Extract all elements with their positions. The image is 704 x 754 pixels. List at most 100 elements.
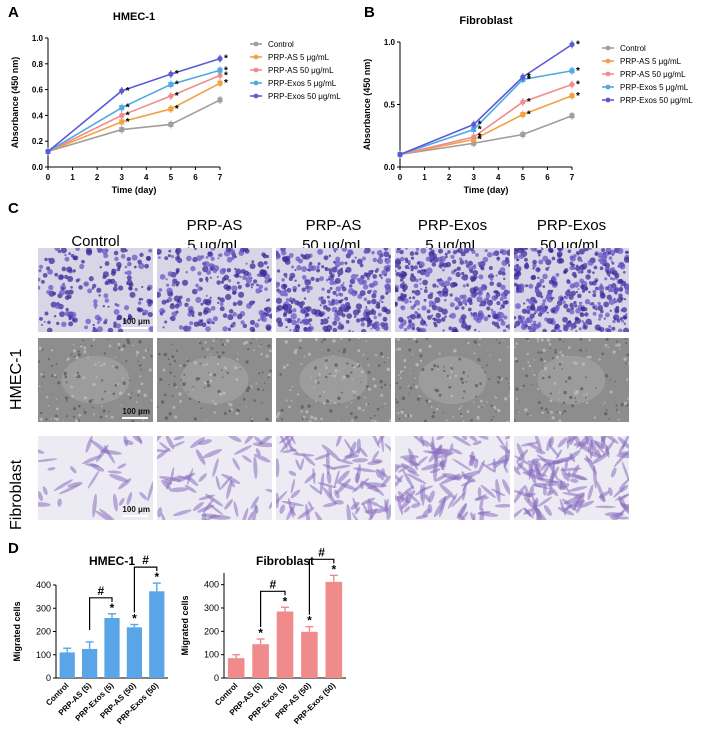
- cell-shape: [276, 297, 282, 304]
- cell-shape: [228, 309, 234, 314]
- cell-shape: [415, 514, 429, 520]
- micrograph-speck: [55, 407, 59, 411]
- cell-shape: [419, 282, 422, 285]
- micrograph-speck: [78, 404, 81, 408]
- cell-shape: [61, 321, 67, 328]
- cell-shape: [429, 248, 433, 251]
- micrograph-speck: [64, 375, 68, 379]
- cell-shape: [268, 313, 272, 319]
- micrograph-speck: [178, 392, 182, 396]
- cell-shape: [465, 264, 470, 268]
- cell-shape: [566, 279, 571, 284]
- cell-shape: [449, 293, 453, 297]
- cell-shape: [424, 286, 428, 289]
- cell-shape: [301, 318, 309, 325]
- micrograph-speck: [494, 408, 497, 411]
- cell-shape: [552, 275, 556, 279]
- cell-shape: [421, 318, 424, 321]
- chart-title: Fibroblast: [459, 15, 513, 27]
- x-tick-label: 7: [218, 173, 223, 182]
- micrograph-speck: [607, 346, 610, 349]
- cell-shape: [227, 314, 234, 321]
- micrograph-speck: [626, 378, 629, 381]
- cell-shape: [316, 265, 320, 269]
- cell-shape: [224, 499, 233, 510]
- micrograph-speck: [208, 372, 213, 377]
- cell-shape: [210, 256, 215, 261]
- micrograph-speck: [43, 371, 45, 373]
- micrograph-speck: [144, 349, 148, 352]
- cell-shape: [619, 317, 623, 321]
- cell-shape: [257, 261, 264, 268]
- cell-shape: [79, 263, 85, 270]
- cell-shape: [614, 289, 618, 293]
- x-tick-label: 3: [471, 173, 476, 182]
- cell-shape: [300, 301, 305, 306]
- cell-shape: [525, 284, 529, 288]
- cell-shape: [414, 311, 418, 315]
- micrograph-speck: [604, 374, 609, 378]
- cell-shape: [126, 275, 132, 281]
- cell-shape: [131, 254, 138, 261]
- comparison-symbol: #: [318, 545, 325, 559]
- cell-shape: [584, 312, 589, 317]
- scale-bar-label: 100 μm: [122, 317, 150, 326]
- cell-shape: [408, 322, 412, 327]
- cell-shape: [346, 504, 352, 520]
- micrograph-speck: [338, 403, 340, 405]
- cell-shape: [557, 253, 562, 258]
- cell-shape: [400, 270, 407, 277]
- cell-shape: [614, 299, 618, 304]
- cell-shape: [624, 288, 629, 295]
- cell-shape: [402, 470, 415, 490]
- micrograph-speck: [356, 362, 360, 366]
- micrograph-speck: [366, 357, 369, 360]
- micrograph-speck: [72, 349, 77, 353]
- micrograph-speck: [554, 351, 557, 354]
- y-tick-label: 0.4: [32, 111, 44, 120]
- micrograph-speck: [317, 377, 319, 379]
- micrograph-image: [514, 436, 629, 520]
- cell-shape: [265, 324, 272, 331]
- micrograph-speck: [615, 408, 618, 411]
- micrograph-speck: [111, 365, 114, 368]
- cell-shape: [409, 251, 415, 256]
- cell-shape: [508, 263, 510, 267]
- micrograph-speck: [150, 354, 153, 358]
- cell-shape: [292, 288, 297, 293]
- micrograph-speck: [245, 406, 248, 408]
- cell-shape: [555, 272, 560, 277]
- cell-shape: [399, 249, 404, 255]
- micrograph-speck: [39, 417, 43, 422]
- cell-shape: [332, 327, 338, 332]
- micrograph-speck: [267, 344, 271, 348]
- micrograph-image: [38, 248, 153, 332]
- cell-shape: [579, 500, 595, 508]
- chart-title: HMEC-1: [89, 554, 135, 568]
- cell-shape: [38, 449, 45, 454]
- cell-shape: [547, 266, 550, 269]
- micrograph-speck: [340, 338, 343, 341]
- cell-shape: [413, 283, 419, 289]
- micrograph-speck: [126, 340, 131, 345]
- cell-shape: [90, 439, 110, 455]
- cell-shape: [328, 302, 332, 306]
- cell-shape: [477, 261, 482, 266]
- micrograph-speck: [183, 373, 186, 376]
- cell-shape: [418, 278, 422, 281]
- cell-shape: [372, 289, 378, 295]
- micrograph-speck: [324, 359, 328, 362]
- cell-shape: [493, 436, 506, 449]
- cell-shape: [569, 302, 574, 308]
- cell-shape: [580, 306, 585, 312]
- significance-star: *: [258, 626, 263, 640]
- micrograph-speck: [558, 398, 560, 400]
- cell-shape: [539, 278, 545, 284]
- cell-shape: [245, 282, 250, 288]
- cell-shape: [469, 248, 475, 252]
- micrograph-speck: [310, 415, 314, 419]
- cell-shape: [415, 278, 419, 283]
- micrograph-speck: [95, 376, 98, 379]
- micrograph-speck: [553, 381, 557, 385]
